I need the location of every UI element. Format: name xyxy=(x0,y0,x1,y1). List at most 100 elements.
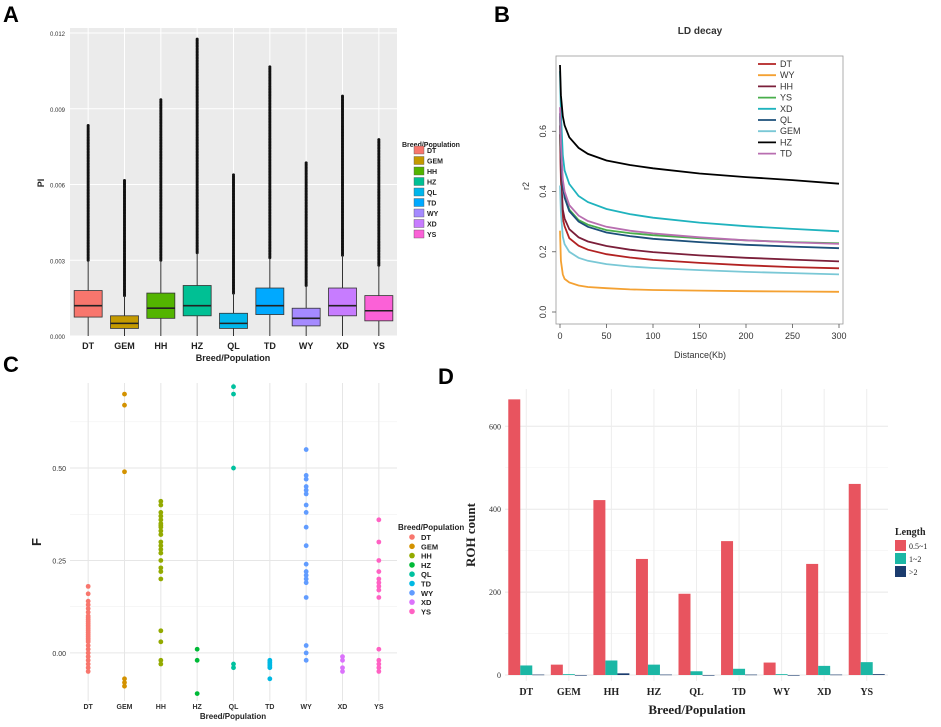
panel-c-legend-swatch-td xyxy=(409,580,415,587)
panel-c-y-ticks: 0.00 0.25 0.50 xyxy=(52,466,66,658)
panel-c-legend-label-td: TD xyxy=(421,580,432,589)
panel-a-legend-title: Breed/Population xyxy=(402,142,460,149)
panel-c-point xyxy=(85,669,91,674)
panel-c-point xyxy=(303,484,309,489)
panel-c-points-td xyxy=(267,657,273,682)
panel-a-outlier-point xyxy=(86,123,90,127)
panel-a-box-hh xyxy=(146,292,176,319)
panel-c-point xyxy=(303,473,309,478)
panel-c-point xyxy=(303,595,309,600)
panel-a-legend-label-hz: HZ xyxy=(427,180,437,187)
panel-b-x-tick-label: 100 xyxy=(645,331,660,341)
panel-c-point xyxy=(376,580,382,586)
panel-c-x-tick-label: HZ xyxy=(192,704,202,711)
panel-a-y-tick-label: 0.012 xyxy=(50,32,66,38)
panel-c-point xyxy=(122,680,127,685)
panel-c-point xyxy=(303,572,309,578)
panel-b-y-label: r2 xyxy=(521,182,531,190)
panel-b-line-gem xyxy=(559,185,840,276)
panel-c-point xyxy=(340,657,345,663)
panel-c-point xyxy=(194,657,200,663)
panel-d: 0 200 400 600 DT GEM HH HZ QL TD WY XD YS ROH count… xyxy=(463,389,927,717)
panel-a-box-wy xyxy=(291,307,321,327)
panel-c-points-xd xyxy=(340,654,345,674)
panel-d-bar-gem-1 xyxy=(562,674,575,675)
panel-c-point xyxy=(122,469,127,475)
panel-b-x-tick-label: 0 xyxy=(557,331,562,341)
panel-c-point xyxy=(303,491,309,497)
panel-c-point xyxy=(376,587,382,593)
panel-letter-a: A xyxy=(3,2,19,27)
panel-d-x-tick-label: YS xyxy=(860,687,873,698)
panel-b-title: LD decay xyxy=(678,26,723,37)
panel-a-outlier-point xyxy=(232,173,235,177)
panel-c-point xyxy=(158,502,164,508)
panel-c-point xyxy=(267,676,273,682)
panel-c-legend-swatch-dt xyxy=(409,534,415,540)
panel-c-point xyxy=(231,391,236,397)
panel-c-point xyxy=(85,650,91,656)
panel-d-legend-swatch-2 xyxy=(895,566,906,577)
panel-c-point xyxy=(303,576,309,582)
panel-a-marks xyxy=(73,37,394,336)
panel-a-x-tick-label: QL xyxy=(227,341,240,351)
panel-a-legend-label-ql: QL xyxy=(427,190,437,197)
panel-d-legend-label-2: >2 xyxy=(909,568,918,577)
panel-a-legend-label-wy: WY xyxy=(427,211,439,218)
panel-b-x-tick-label: 50 xyxy=(601,331,611,341)
panel-a-outlier-point xyxy=(123,178,126,182)
panel-letter-d: D xyxy=(438,364,454,389)
panel-b-x-label: Distance(Kb) xyxy=(674,350,726,360)
panel-c-point xyxy=(85,609,91,615)
panel-c-points-ql xyxy=(231,384,236,671)
panel-c-x-ticks: DT GEM HH HZ QL TD WY XD YS xyxy=(83,704,383,711)
panel-c-point xyxy=(376,558,382,563)
panel-c-point xyxy=(158,513,164,519)
panel-c-point xyxy=(340,654,345,660)
panel-c-point xyxy=(85,639,91,645)
panel-c-legend-label-dt: DT xyxy=(421,533,431,542)
panel-d-x-tick-label: QL xyxy=(689,687,704,698)
panel-c-point xyxy=(376,583,382,589)
panel-a-outliers-hh xyxy=(159,98,163,262)
panel-d-bar-td-2 xyxy=(745,674,758,676)
panel-c-point xyxy=(267,665,273,671)
panel-c-x-label: Breed/Population xyxy=(200,712,266,721)
panel-d-legend-label-1: 1~2 xyxy=(909,555,921,564)
panel-b-frame xyxy=(555,55,844,325)
panel-c-point xyxy=(85,598,91,604)
panel-c-point xyxy=(158,569,164,574)
panel-a-legend-label-gem: GEM xyxy=(427,159,443,166)
panel-a: 0.000 0.003 0.006 0.009 0.012 DT GEM HH HZ QL TD W… xyxy=(36,28,460,363)
panel-c-point xyxy=(231,384,236,390)
panel-c-legend-label-xd: XD xyxy=(421,598,432,607)
panel-d-y-tick-label: 0 xyxy=(497,671,501,680)
panel-b-x-tick-label: 150 xyxy=(692,331,707,341)
panel-c-x-tick-label: HH xyxy=(156,704,166,711)
panel-c-legend-label-wy: WY xyxy=(421,589,433,598)
panel-c-legend-label-hh: HH xyxy=(421,552,432,561)
panel-c-point xyxy=(340,669,345,674)
panel-d-legend-title: Length xyxy=(895,527,926,538)
panel-d-y-tick-label: 200 xyxy=(489,588,501,597)
panel-a-outliers-td xyxy=(268,65,272,260)
panel-d-bar-ql-1 xyxy=(690,671,703,675)
panel-d-x-tick-label: HH xyxy=(604,687,620,698)
panel-b-line-td xyxy=(559,107,840,245)
panel-c-point xyxy=(231,465,236,471)
panel-a-x-ticks: DT GEM HH HZ QL TD WY XD YS xyxy=(82,341,385,351)
panel-c-point xyxy=(231,665,236,671)
panel-a-legend-label-hh: HH xyxy=(427,169,437,176)
panel-a-x-tick-label: GEM xyxy=(114,341,135,351)
panel-a-x-label: Breed/Population xyxy=(196,353,271,363)
panel-d-bar-ys-0 xyxy=(848,483,861,675)
panel-c-point xyxy=(376,657,382,663)
panel-c-point xyxy=(194,646,200,652)
panel-c-legend-label-hz: HZ xyxy=(421,561,431,570)
panel-b-line-hh xyxy=(559,125,840,263)
panel-a-y-label: PI xyxy=(36,179,46,188)
panel-a-box-dt xyxy=(73,290,103,318)
panel-c-legend-swatch-gem xyxy=(409,543,415,550)
panel-b-legend-label-hh: HH xyxy=(780,81,793,91)
panel-c-point xyxy=(85,665,91,671)
